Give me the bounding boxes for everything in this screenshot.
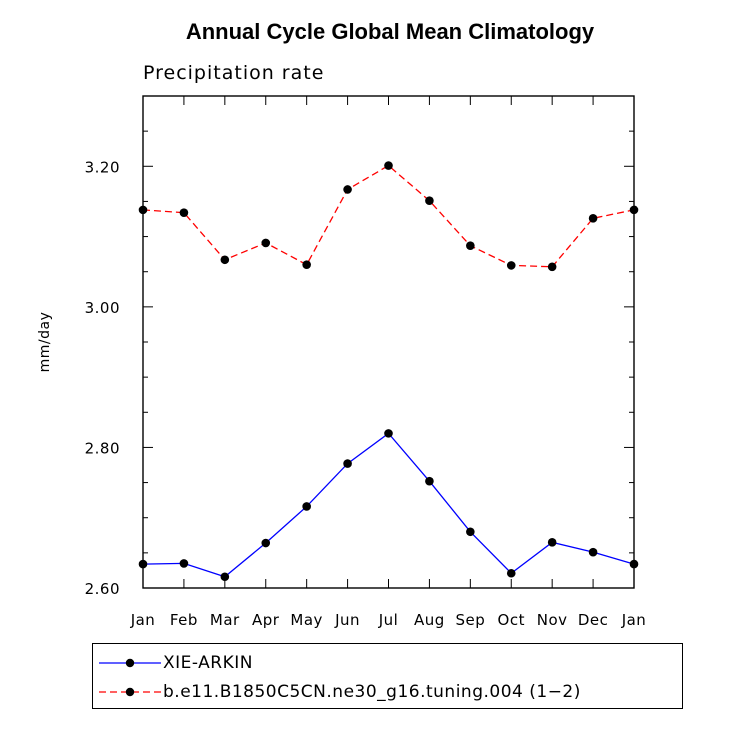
x-tick-label: Jul — [378, 611, 399, 629]
series-1-point — [179, 559, 189, 568]
series-2-point — [384, 161, 393, 170]
x-tick-label: Jan — [621, 611, 647, 629]
x-tick-label: Feb — [170, 611, 198, 629]
series-1-point — [343, 459, 352, 468]
legend-label-series-1: XIE-ARKIN — [163, 653, 253, 673]
series-2-point — [547, 262, 557, 272]
x-tick-label: Jun — [334, 611, 360, 629]
y-tick-label: 3.00 — [85, 299, 120, 317]
series-2-point — [220, 255, 230, 265]
series-1-point — [425, 476, 434, 486]
x-tick-label: Sep — [455, 611, 485, 629]
series-1-point — [261, 538, 271, 548]
series-2-point — [466, 241, 475, 251]
x-tick-label: May — [290, 611, 323, 629]
series-1-point — [466, 527, 475, 537]
series-2-point — [179, 208, 189, 217]
chart-subtitle: Precipitation rate — [143, 62, 324, 84]
legend-entry-model: b.e11.B1850C5CN.ne30_g16.tuning.004 (1−2… — [93, 679, 682, 707]
series-line-2 — [142, 164, 635, 268]
x-tick-label: Apr — [252, 611, 280, 629]
series-1-point — [138, 559, 148, 569]
series-1-point — [506, 568, 516, 578]
series-1-point — [588, 547, 598, 557]
legend-swatch-solid-blue — [99, 658, 161, 668]
x-tick-label: Mar — [210, 611, 240, 629]
series-1-point — [220, 572, 230, 582]
legend-label-series-2: b.e11.B1850C5CN.ne30_g16.tuning.004 (1−2… — [163, 682, 581, 702]
series-2-point — [261, 238, 271, 248]
series-2-point — [138, 205, 148, 215]
chart-title: Annual Cycle Global Mean Climatology — [186, 19, 595, 44]
series-2-point — [302, 260, 311, 269]
series-1-point — [302, 502, 311, 511]
x-tick-label: Aug — [414, 611, 445, 629]
y-axis-label: mm/day — [37, 312, 53, 373]
x-tick-label: Nov — [537, 611, 568, 629]
series-2-point — [629, 205, 639, 215]
y-tick-label: 2.80 — [85, 439, 120, 457]
legend-swatch-dashed-red — [99, 687, 161, 697]
series-1-point — [547, 538, 557, 547]
series-line-1 — [142, 432, 635, 578]
x-tick-label: Jan — [130, 611, 156, 629]
x-tick-label: Dec — [578, 611, 609, 629]
y-tick-label: 2.60 — [85, 580, 120, 598]
series-2-point — [588, 213, 598, 223]
series-2-point — [425, 196, 434, 206]
y-tick-label: 3.20 — [85, 158, 120, 176]
series-1-point — [384, 429, 393, 438]
chart-legend: XIE-ARKIN b.e11.B1850C5CN.ne30_g16.tunin… — [92, 643, 683, 709]
legend-entry-xie-arkin: XIE-ARKIN — [93, 650, 682, 678]
series-2-point — [506, 261, 516, 270]
x-tick-label: Oct — [498, 611, 525, 629]
line-chart: Annual Cycle Global Mean Climatology Pre… — [37, 19, 647, 629]
series-2-point — [343, 185, 352, 194]
series-1-point — [629, 559, 639, 569]
